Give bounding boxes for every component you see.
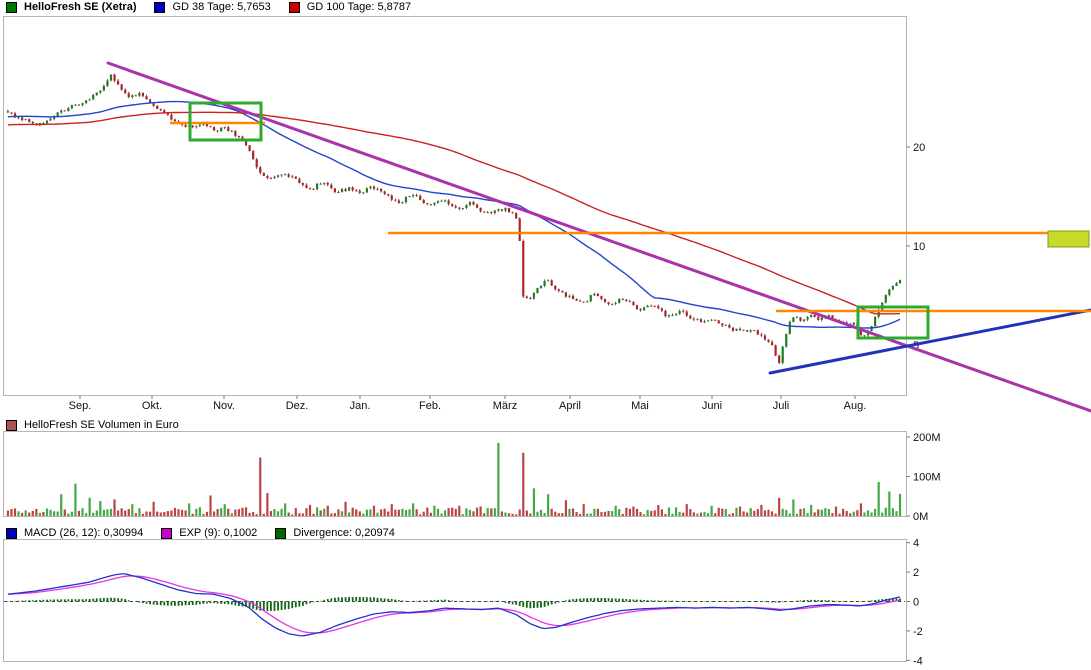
svg-text:100M: 100M	[913, 472, 941, 484]
svg-text:-4: -4	[913, 655, 923, 667]
svg-text:0M: 0M	[913, 511, 928, 523]
svg-text:Okt.: Okt.	[142, 400, 162, 412]
gd100-label: GD 100 Tage: 5,8787	[306, 1, 412, 13]
volume-legend-item: HelloFresh SE Volumen in Euro	[6, 419, 179, 431]
price-legend-item: HelloFresh SE (Xetra)	[6, 1, 136, 13]
price-series-swatch-icon	[6, 1, 17, 13]
svg-text:März: März	[493, 400, 517, 412]
svg-text:Mai: Mai	[631, 400, 649, 412]
volume-legend: HelloFresh SE Volumen in Euro	[6, 419, 179, 431]
svg-text:-2: -2	[913, 626, 923, 638]
svg-text:5: 5	[913, 340, 919, 352]
svg-text:Sep.: Sep.	[69, 400, 92, 412]
divergence-swatch-icon	[275, 527, 287, 539]
exp-swatch-icon	[161, 527, 173, 539]
svg-text:Feb.: Feb.	[419, 400, 441, 412]
macd-swatch-icon	[6, 527, 17, 539]
svg-text:10: 10	[913, 241, 925, 253]
gd38-swatch-icon	[154, 1, 166, 13]
svg-text:200M: 200M	[913, 432, 941, 444]
svg-text:2: 2	[913, 567, 919, 579]
exp-legend-item: EXP (9): 0,1002	[161, 527, 257, 539]
volume-swatch-icon	[6, 419, 17, 431]
svg-text:Juni: Juni	[702, 400, 722, 412]
gd100-swatch-icon	[288, 1, 300, 13]
volume-label: HelloFresh SE Volumen in Euro	[24, 419, 179, 431]
svg-text:April: April	[559, 400, 581, 412]
svg-text:4: 4	[913, 538, 919, 550]
svg-text:Jan.: Jan.	[350, 400, 371, 412]
macd-legend-item: MACD (26, 12): 0,30994	[6, 527, 143, 539]
svg-text:Juli: Juli	[773, 400, 790, 412]
svg-text:Aug.: Aug.	[844, 400, 867, 412]
macd-legend: MACD (26, 12): 0,30994 EXP (9): 0,1002 D…	[6, 527, 395, 539]
gd100-legend-item: GD 100 Tage: 5,8787	[288, 1, 412, 13]
exp-label: EXP (9): 0,1002	[179, 527, 258, 539]
svg-text:Nov.: Nov.	[213, 400, 235, 412]
price-legend: HelloFresh SE (Xetra) GD 38 Tage: 5,7653…	[6, 1, 411, 13]
svg-text:20: 20	[913, 142, 925, 154]
gd38-legend-item: GD 38 Tage: 5,7653	[154, 1, 271, 13]
instrument-title: HelloFresh SE (Xetra)	[24, 1, 137, 13]
divergence-legend-item: Divergence: 0,20974	[275, 527, 395, 539]
divergence-label: Divergence: 0,20974	[293, 527, 395, 539]
gd38-label: GD 38 Tage: 5,7653	[172, 1, 271, 13]
macd-label: MACD (26, 12): 0,30994	[24, 527, 144, 539]
svg-text:Dez.: Dez.	[286, 400, 309, 412]
svg-text:0: 0	[913, 597, 919, 609]
